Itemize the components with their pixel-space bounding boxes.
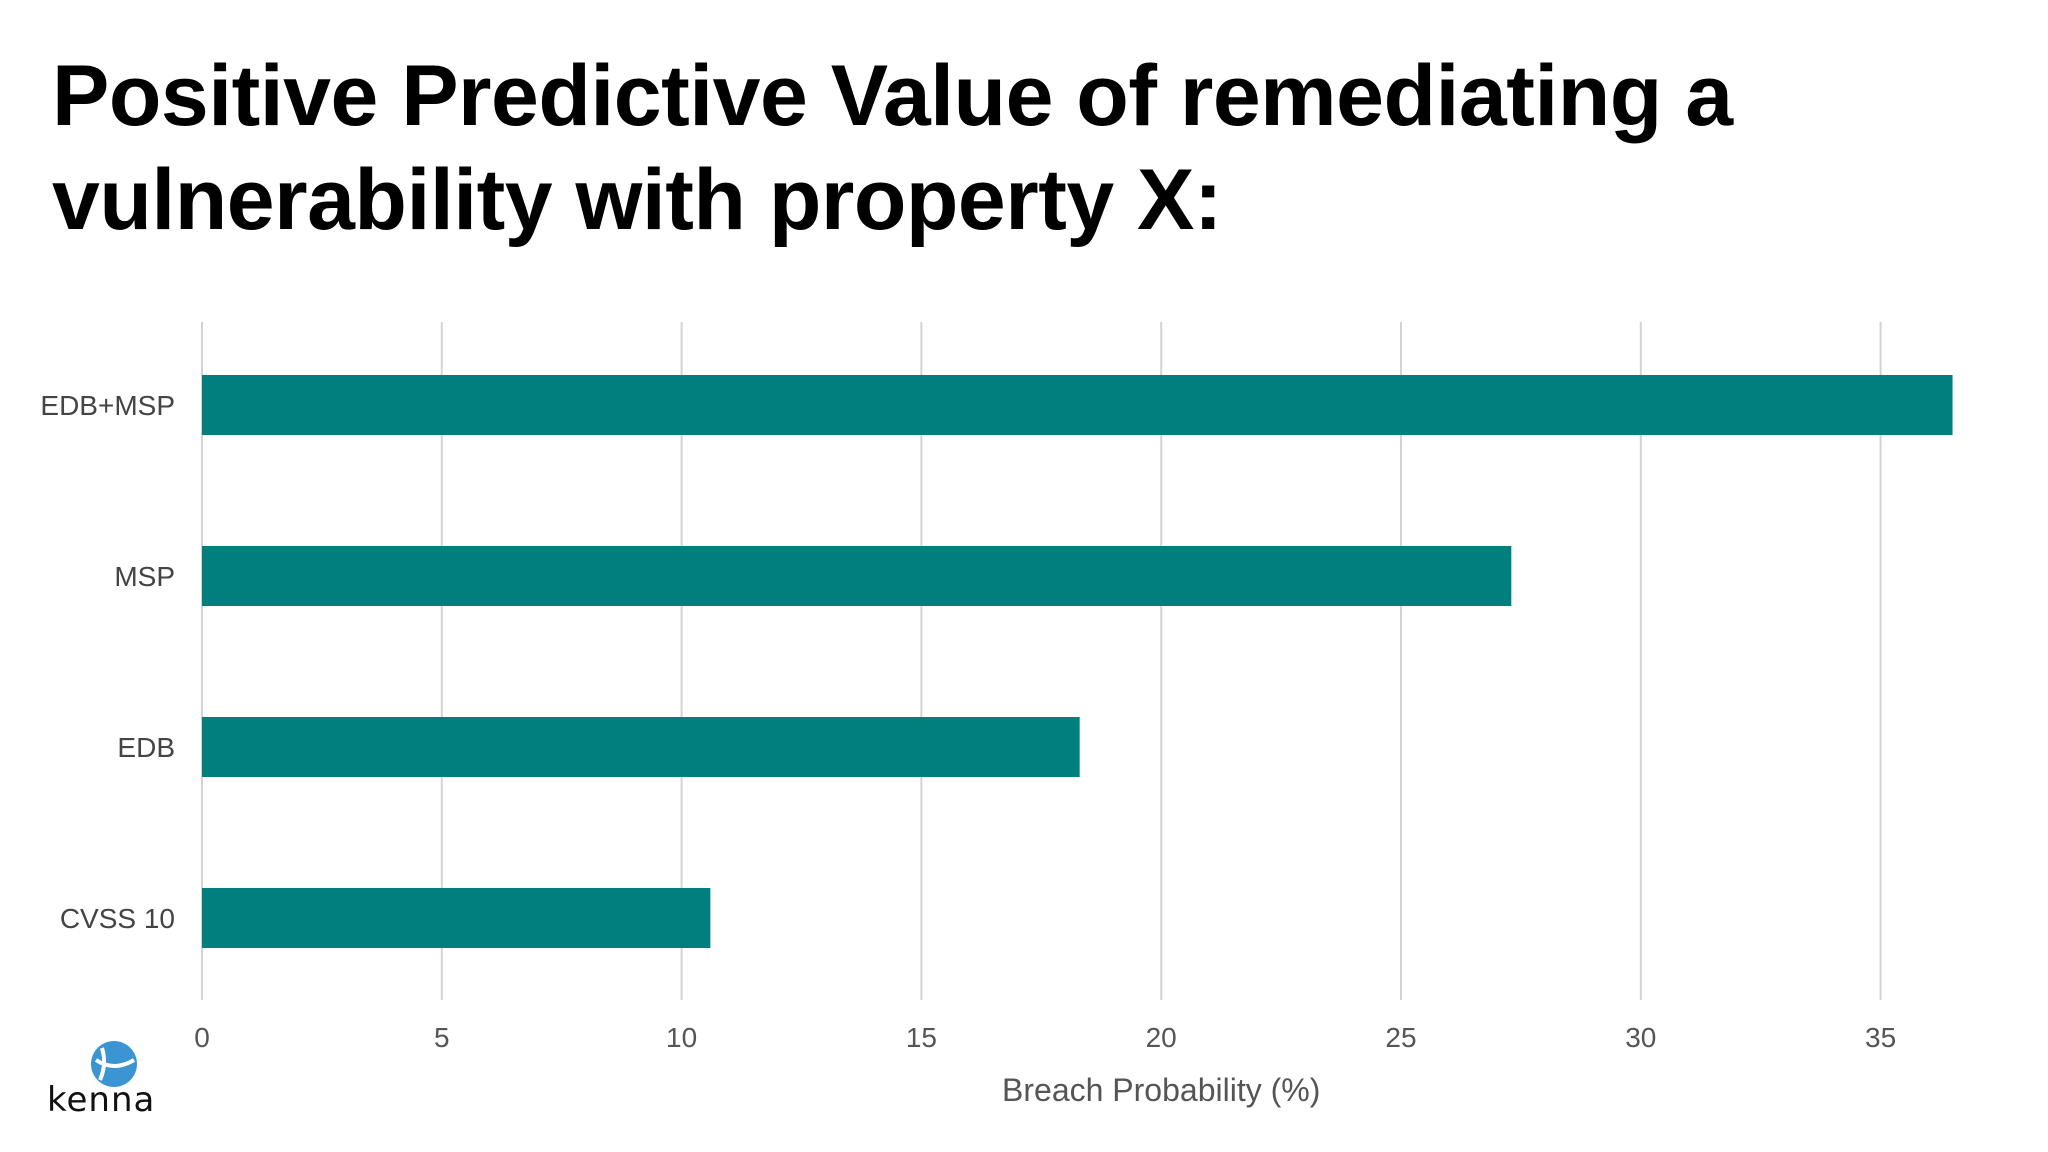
x-tick-label-0: 0: [194, 1022, 210, 1053]
x-tick-label-10: 10: [666, 1022, 697, 1053]
y-category-label-msp: MSP: [114, 561, 175, 592]
y-category-label-edb: EDB: [117, 732, 175, 763]
x-tick-label-35: 35: [1865, 1022, 1896, 1053]
globe-icon: [91, 1041, 137, 1087]
x-tick-label-30: 30: [1625, 1022, 1656, 1053]
title-line-2: vulnerability with property X:: [52, 152, 1223, 248]
title-line-1: Positive Predictive Value of remediating…: [52, 48, 1733, 144]
y-category-label-cvss-10: CVSS 10: [60, 903, 175, 934]
x-tick-label-20: 20: [1146, 1022, 1177, 1053]
slide-title: Positive Predictive Value of remediating…: [52, 44, 1952, 252]
y-category-label-edb-msp: EDB+MSP: [40, 390, 175, 421]
x-axis-title: Breach Probability (%): [1002, 1072, 1320, 1108]
logo-wordmark: kenna: [47, 1080, 155, 1118]
bar-edb-msp: [202, 375, 1953, 435]
x-tick-label-5: 5: [434, 1022, 450, 1053]
x-tick-label-25: 25: [1385, 1022, 1416, 1053]
bar-msp: [202, 546, 1512, 606]
bar-cvss-10: [202, 888, 711, 948]
kenna-logo: kenna: [47, 1041, 155, 1118]
bar-edb: [202, 717, 1080, 777]
x-tick-label-15: 15: [906, 1022, 937, 1053]
